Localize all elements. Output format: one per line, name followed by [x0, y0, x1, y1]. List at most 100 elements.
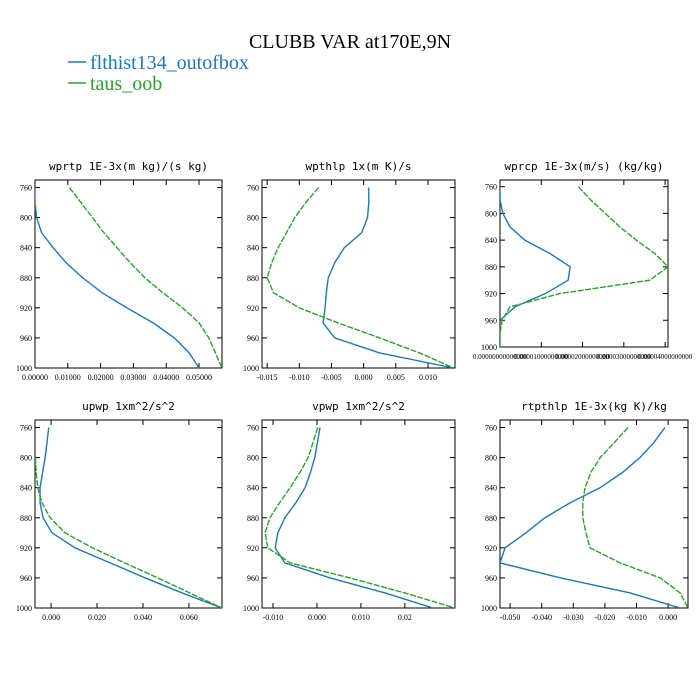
y-tick-label: 880: [247, 514, 259, 523]
series-line: [39, 427, 222, 608]
series-line: [500, 186, 571, 321]
y-tick-label: 1000: [243, 364, 259, 373]
series-line: [68, 187, 222, 368]
x-tick-label: -0.030: [563, 613, 584, 622]
y-tick-label: 760: [20, 424, 32, 433]
series-line: [500, 186, 668, 347]
x-tick-label: -0.020: [595, 613, 616, 622]
plot-frame: [499, 419, 689, 609]
y-tick-label: 760: [485, 183, 497, 192]
y-tick-label: 800: [20, 214, 32, 223]
panel-title: vpwp 1xm^2/s^2: [312, 400, 405, 413]
x-tick-label: 0.060: [180, 613, 198, 622]
y-tick-label: 960: [247, 334, 259, 343]
y-tick-label: 1000: [16, 364, 32, 373]
plot-frame: [499, 179, 669, 348]
x-tick-label: 0.02000: [88, 373, 114, 382]
y-tick-label: 840: [247, 244, 259, 253]
panel: wpthlp 1x(m K)/s -0.015 -0.010 -0.005 0.000 0…: [243, 160, 456, 382]
y-tick-label: 880: [485, 263, 497, 272]
x-tick-label: 0.010: [419, 373, 437, 382]
series-line: [274, 427, 434, 608]
panel: upwp 1xm^2/s^2 0.000 0.020 0.040 0.060 760 800…: [16, 400, 223, 622]
plot-frame: [261, 179, 456, 369]
panel-title: wpthlp 1x(m K)/s: [306, 160, 412, 173]
x-tick-label: 0.04000: [153, 373, 179, 382]
plot-frame: [261, 419, 456, 609]
series-line: [35, 187, 200, 368]
panel-title: upwp 1xm^2/s^2: [82, 400, 175, 413]
series-line: [322, 187, 454, 368]
y-tick-label: 840: [485, 484, 497, 493]
y-tick-label: 880: [485, 514, 497, 523]
x-tick-label: 0.05000: [186, 373, 212, 382]
x-tick-label: 0.040: [134, 613, 152, 622]
x-tick-label: -0.010: [626, 613, 647, 622]
series-line: [500, 427, 681, 608]
y-tick-label: 920: [247, 304, 259, 313]
y-tick-label: 920: [247, 544, 259, 553]
y-tick-label: 1000: [481, 604, 497, 613]
x-tick-label: -0.040: [531, 613, 552, 622]
x-tick-label: 0.000: [308, 613, 326, 622]
x-tick-label: -0.005: [321, 373, 342, 382]
x-tick-label: 0.005: [387, 373, 405, 382]
y-tick-label: 960: [485, 574, 497, 583]
y-tick-label: 760: [247, 424, 259, 433]
series-line: [266, 187, 454, 368]
y-tick-label: 800: [247, 454, 259, 463]
x-tick-label: 0.020: [88, 613, 106, 622]
y-tick-label: 760: [485, 424, 497, 433]
y-tick-label: 840: [485, 236, 497, 245]
x-tick-label: 0.000: [42, 613, 60, 622]
plot-frame: [34, 179, 223, 369]
x-tick-label: 0.00003000000000: [597, 353, 652, 361]
x-tick-label: 0.000: [659, 613, 677, 622]
panel-title: rtpthlp 1E-3x(kg K)/kg: [521, 400, 667, 413]
y-tick-label: 880: [247, 274, 259, 283]
panel-title: wprtp 1E-3x(m kg)/(s kg): [49, 160, 208, 173]
x-tick-label: -0.010: [289, 373, 310, 382]
panel: rtpthlp 1E-3x(kg K)/kg -0.050 -0.040 -0.030…: [481, 400, 689, 622]
series-line: [35, 457, 222, 608]
x-tick-label: 0.010: [352, 613, 370, 622]
x-tick-label: 0.00000: [22, 373, 48, 382]
x-tick-label: 0.00004000000000: [638, 353, 693, 361]
x-tick-label: 0.000: [355, 373, 373, 382]
x-tick-label: 0.00002000000000: [555, 353, 610, 361]
legend-label: flthist134_outofbox: [90, 52, 249, 74]
y-tick-label: 760: [247, 184, 259, 193]
x-tick-label: 0.00001000000000: [514, 353, 569, 361]
y-tick-label: 960: [20, 334, 32, 343]
legend-label: taus_oob: [90, 73, 162, 95]
y-tick-label: 920: [20, 304, 32, 313]
plot-frame: [34, 419, 223, 609]
y-tick-label: 840: [20, 244, 32, 253]
y-tick-label: 800: [247, 214, 259, 223]
panel: wprtp 1E-3x(m kg)/(s kg) 0.00000 0.01000 0.…: [16, 160, 223, 382]
y-tick-label: 800: [20, 454, 32, 463]
x-tick-label: 0.00000000000000: [473, 353, 528, 361]
y-tick-label: 1000: [481, 343, 497, 352]
x-tick-label: 0.03000: [120, 373, 146, 382]
y-tick-label: 880: [20, 514, 32, 523]
y-tick-label: 840: [247, 484, 259, 493]
x-tick-label: 0.01000: [55, 373, 81, 382]
y-tick-label: 920: [485, 544, 497, 553]
x-tick-label: -0.050: [500, 613, 521, 622]
x-tick-label: 0.02: [398, 613, 412, 622]
series-line: [264, 427, 455, 608]
x-tick-label: -0.010: [263, 613, 284, 622]
y-tick-label: 960: [20, 574, 32, 583]
panel-title: wprcp 1E-3x(m/s) (kg/kg): [505, 160, 664, 173]
y-tick-label: 760: [20, 184, 32, 193]
series-line: [582, 427, 688, 608]
y-tick-label: 800: [485, 209, 497, 218]
y-tick-label: 960: [247, 574, 259, 583]
y-tick-label: 1000: [16, 604, 32, 613]
panel: vpwp 1xm^2/s^2 -0.010 0.000 0.010 0.02 760 800…: [243, 400, 456, 622]
y-tick-label: 880: [20, 274, 32, 283]
